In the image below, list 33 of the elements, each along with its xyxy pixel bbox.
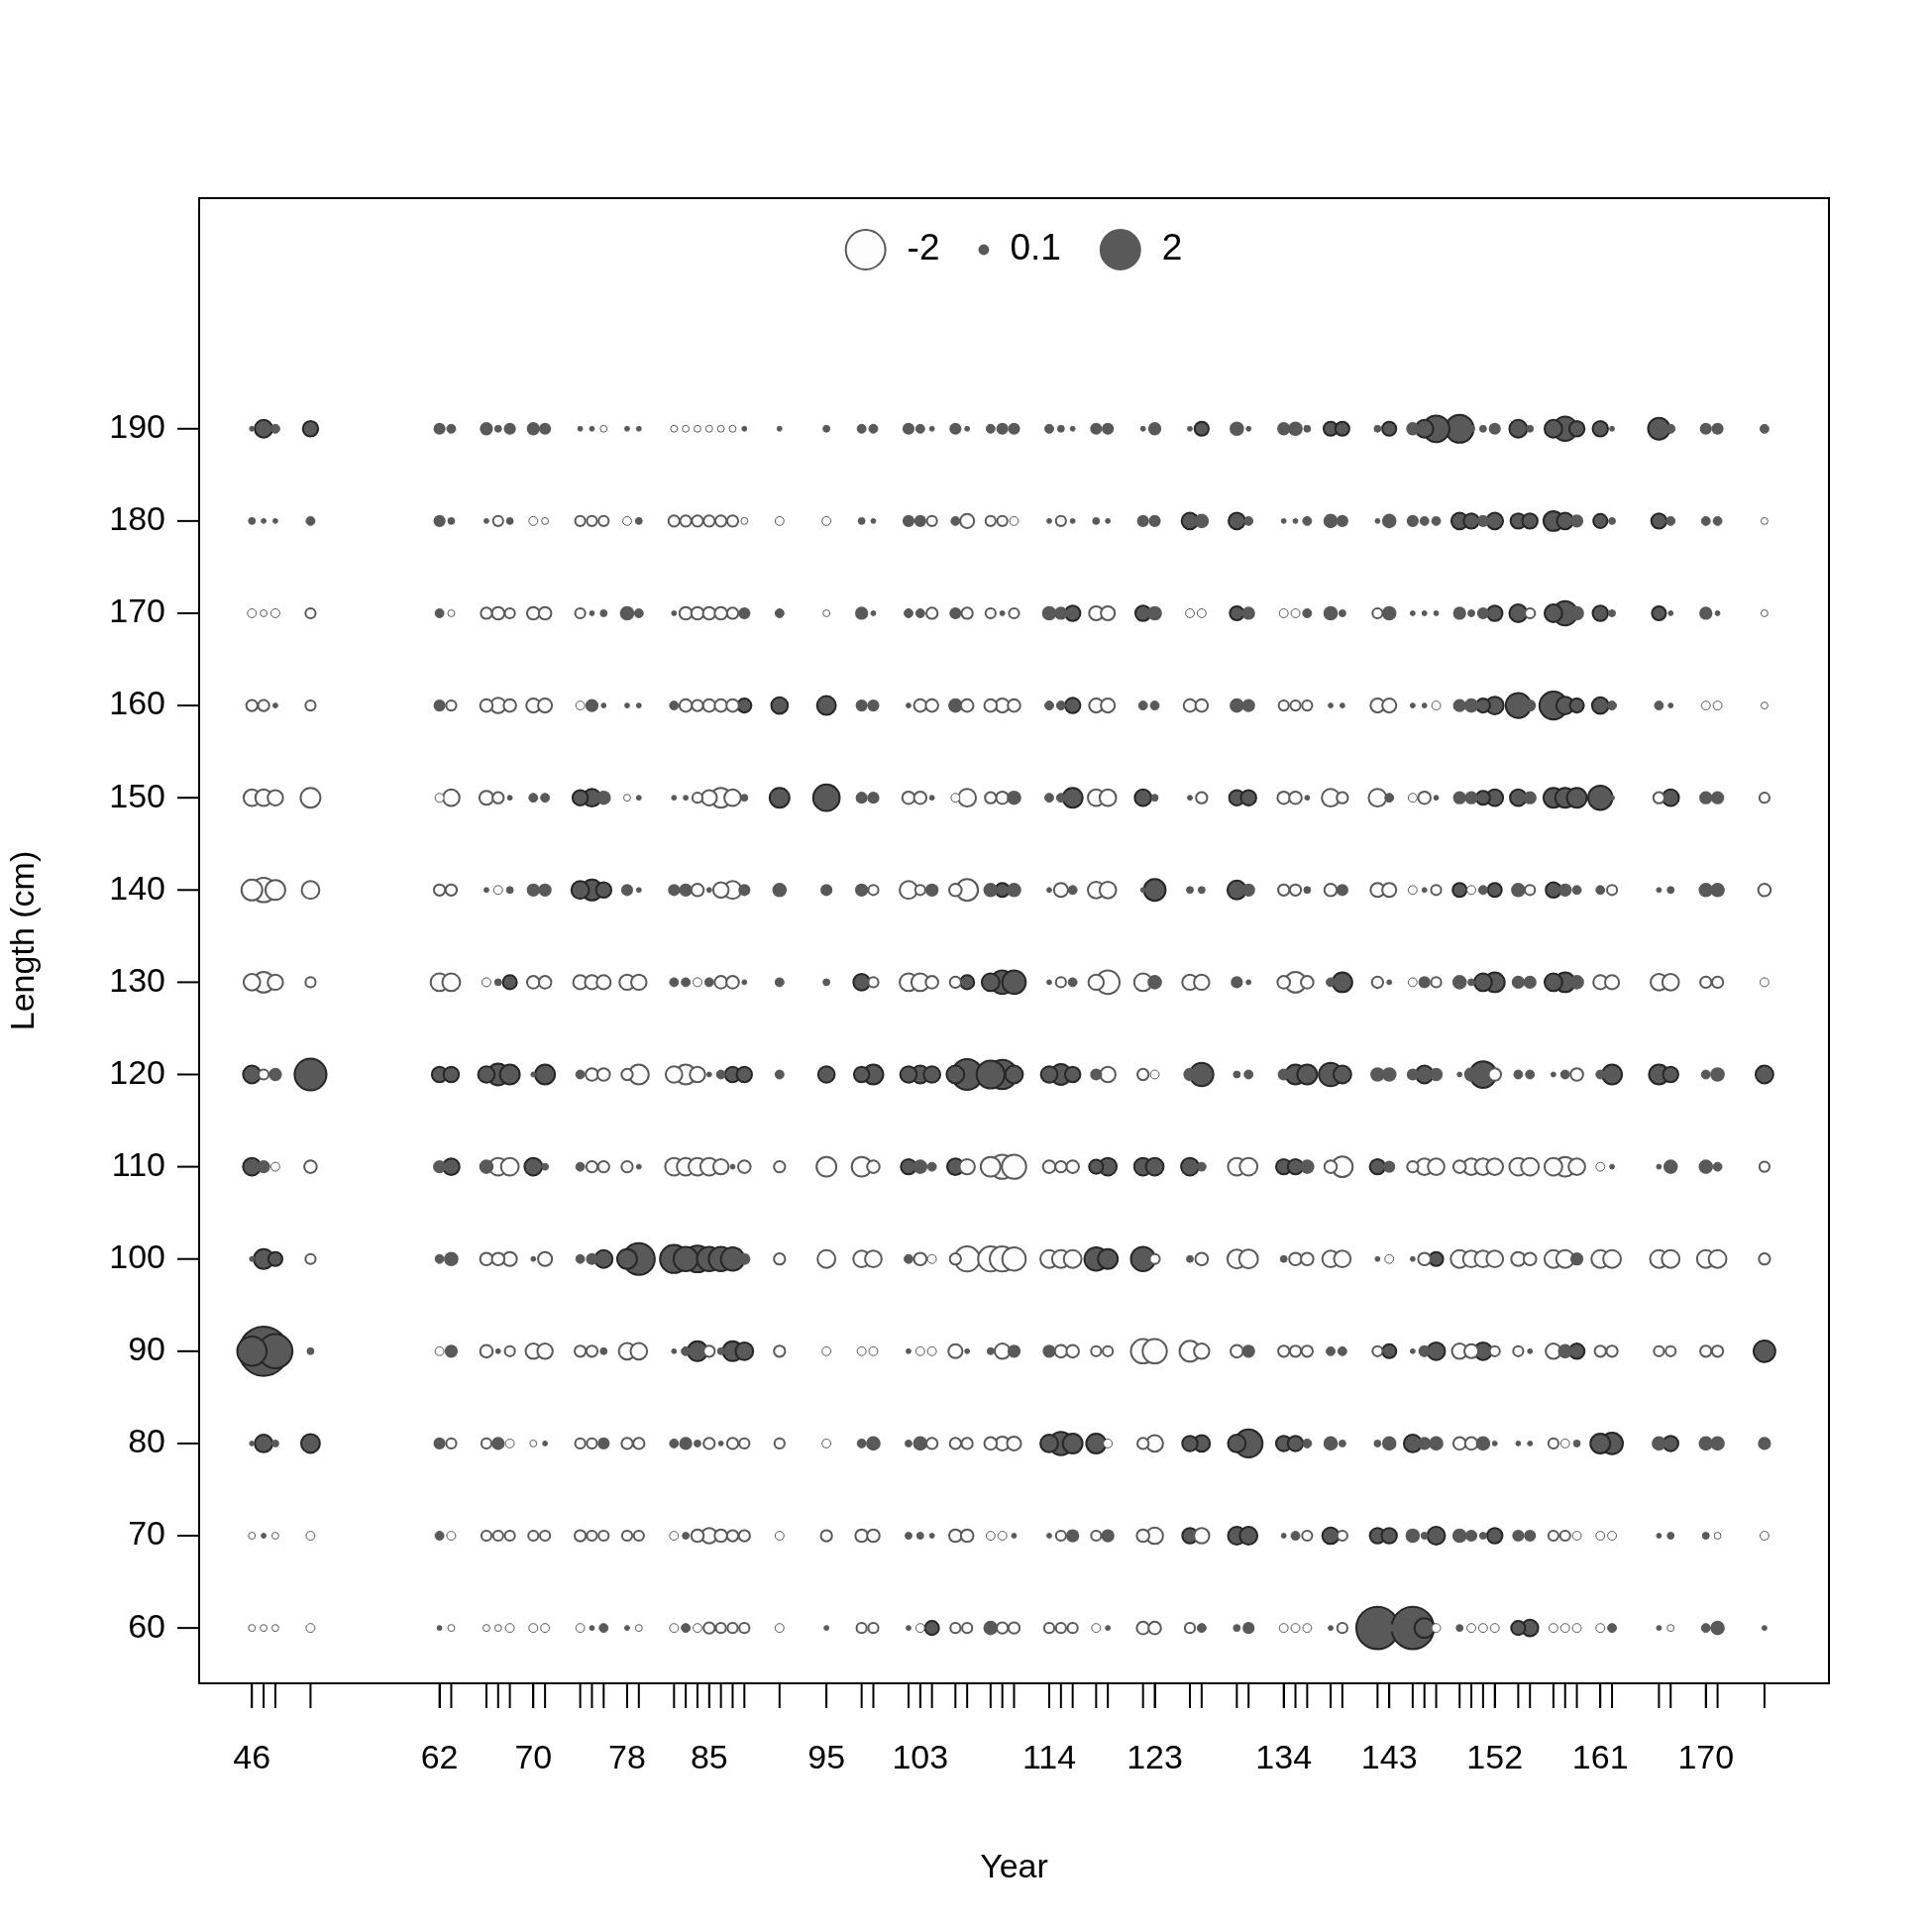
x-tick-label: 161: [1571, 1737, 1629, 1775]
legend-label: -2: [907, 227, 940, 268]
x-tick-label: 143: [1360, 1737, 1418, 1775]
y-tick-label: 70: [128, 1514, 165, 1553]
y-tick-label: 170: [109, 591, 165, 630]
x-axis-title: Year: [980, 1846, 1048, 1884]
x-tick-label: 95: [807, 1737, 846, 1775]
y-tick-label: 150: [109, 776, 165, 814]
y-tick-label: 100: [109, 1237, 165, 1276]
y-tick-label: 180: [109, 499, 165, 538]
y-tick-label: 110: [111, 1144, 165, 1183]
y-tick-label: 190: [109, 407, 165, 446]
legend-label: 0.1: [1010, 227, 1061, 268]
x-tick-label: 85: [690, 1737, 728, 1775]
x-tick-label: 46: [233, 1737, 271, 1775]
x-tick-label: 114: [1021, 1737, 1077, 1775]
x-tick-label: 78: [608, 1737, 646, 1775]
x-tick-label: 62: [420, 1737, 459, 1775]
x-tick-label: 134: [1255, 1737, 1313, 1775]
x-tick-label: 123: [1127, 1737, 1183, 1775]
y-tick-label: 120: [109, 1052, 165, 1091]
x-tick-label: 70: [514, 1737, 553, 1775]
x-tick-label: 103: [892, 1737, 949, 1775]
y-tick-label: 60: [128, 1606, 165, 1645]
y-tick-label: 80: [128, 1422, 165, 1460]
y-axis-title: Length (cm): [2, 850, 41, 1031]
y-tick-label: 90: [128, 1330, 165, 1368]
x-tick-label: 152: [1466, 1737, 1524, 1775]
y-tick-label: 140: [109, 868, 165, 907]
x-tick-label: 170: [1677, 1737, 1735, 1775]
legend-label: 2: [1161, 227, 1183, 268]
y-tick-label: 160: [109, 684, 165, 722]
y-tick-label: 130: [109, 960, 165, 999]
